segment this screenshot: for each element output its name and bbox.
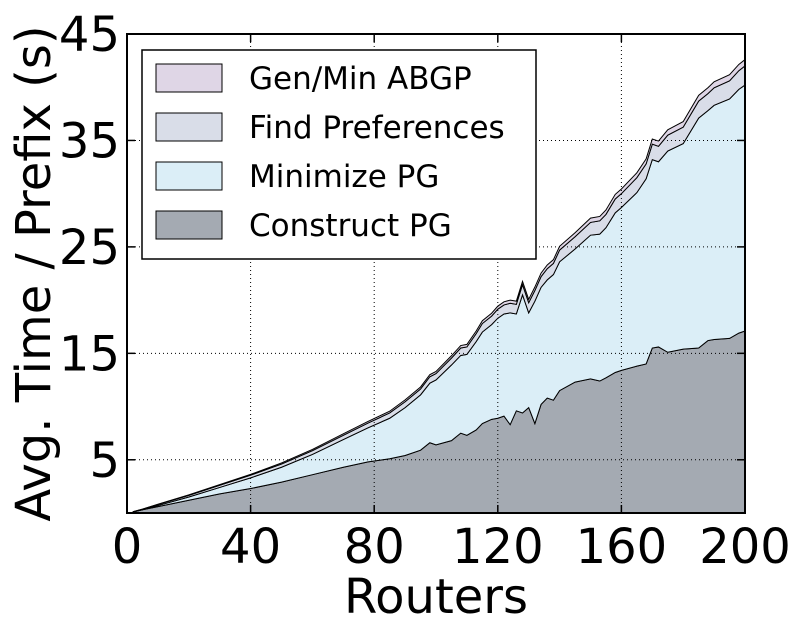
legend-label: Minimize PG <box>249 159 439 195</box>
legend-swatch <box>155 112 223 142</box>
axis-ticks: 0 40 80 120 160 200 5 15 25 35 45 <box>59 7 791 575</box>
plot-frame <box>126 33 746 514</box>
legend-label: Find Preferences <box>249 110 505 146</box>
legend-swatch <box>155 210 223 240</box>
x-tick-label: 0 <box>112 519 143 575</box>
x-tick-label: 120 <box>452 519 544 575</box>
y-axis-label: Avg. Time / Prefix (s) <box>6 25 62 521</box>
x-tick-label: 200 <box>699 519 791 575</box>
y-tick-label: 45 <box>59 7 120 63</box>
legend-label: Construct PG <box>249 208 452 244</box>
legend: Gen/Min ABGP Find Preferences Minimize PG C… <box>141 49 537 260</box>
x-axis-label: Routers <box>344 569 528 625</box>
legend-label: Gen/Min ABGP <box>249 61 472 97</box>
x-tick-label: 40 <box>220 519 281 575</box>
legend-swatch <box>155 63 223 93</box>
x-tick-label: 160 <box>576 519 668 575</box>
x-tick-label: 80 <box>344 519 405 575</box>
y-tick-label: 5 <box>89 433 120 489</box>
y-tick-label: 15 <box>59 326 120 382</box>
y-tick-label: 35 <box>59 113 120 169</box>
y-tick-label: 25 <box>59 220 120 276</box>
legend-swatch <box>155 161 223 191</box>
